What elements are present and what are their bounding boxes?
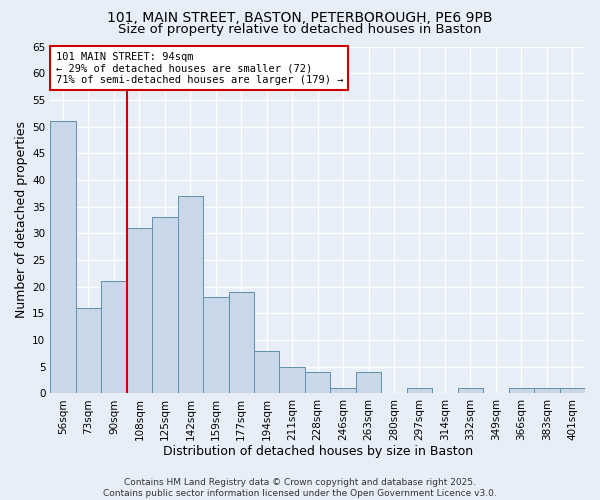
- Bar: [254, 350, 280, 394]
- Bar: [178, 196, 203, 394]
- Bar: [101, 282, 127, 394]
- Bar: [509, 388, 534, 394]
- Bar: [152, 218, 178, 394]
- Bar: [534, 388, 560, 394]
- Text: 101 MAIN STREET: 94sqm
← 29% of detached houses are smaller (72)
71% of semi-det: 101 MAIN STREET: 94sqm ← 29% of detached…: [56, 52, 343, 85]
- Bar: [458, 388, 483, 394]
- Text: Contains HM Land Registry data © Crown copyright and database right 2025.
Contai: Contains HM Land Registry data © Crown c…: [103, 478, 497, 498]
- Bar: [76, 308, 101, 394]
- Bar: [356, 372, 381, 394]
- Y-axis label: Number of detached properties: Number of detached properties: [15, 122, 28, 318]
- Bar: [331, 388, 356, 394]
- X-axis label: Distribution of detached houses by size in Baston: Distribution of detached houses by size …: [163, 444, 473, 458]
- Bar: [50, 121, 76, 394]
- Bar: [203, 298, 229, 394]
- Bar: [407, 388, 432, 394]
- Text: Size of property relative to detached houses in Baston: Size of property relative to detached ho…: [118, 22, 482, 36]
- Bar: [229, 292, 254, 394]
- Bar: [560, 388, 585, 394]
- Bar: [305, 372, 331, 394]
- Text: 101, MAIN STREET, BASTON, PETERBOROUGH, PE6 9PB: 101, MAIN STREET, BASTON, PETERBOROUGH, …: [107, 11, 493, 25]
- Bar: [280, 366, 305, 394]
- Bar: [127, 228, 152, 394]
